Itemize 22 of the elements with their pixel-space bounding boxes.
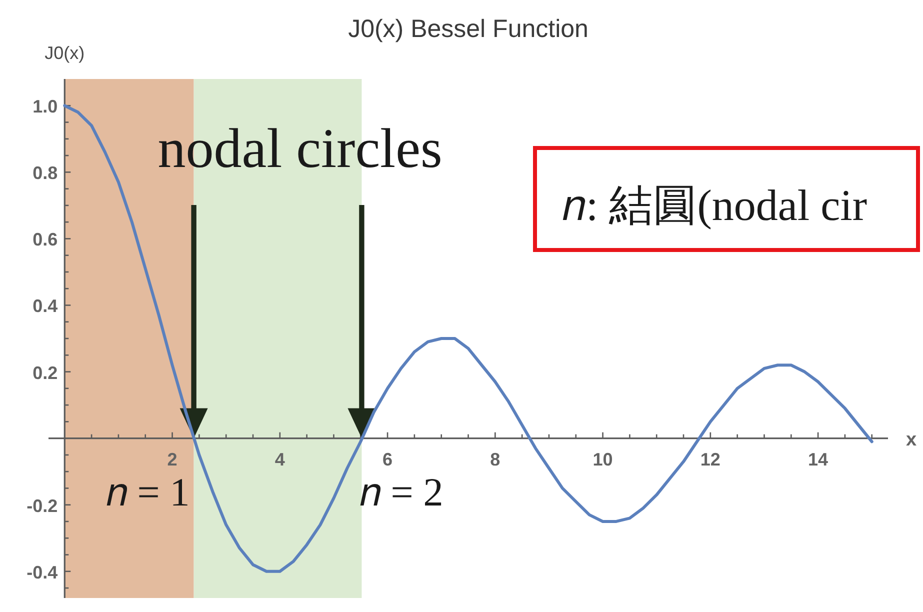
chart-title: J0(x) Bessel Function xyxy=(348,15,588,43)
line-series xyxy=(63,104,874,573)
y-tick-label: 0.4 xyxy=(32,296,58,316)
y-tick-label: 1.0 xyxy=(32,96,58,117)
x-tick-label: 2 xyxy=(167,449,178,470)
x-tick-label: 6 xyxy=(382,449,393,470)
x-axis-title: x xyxy=(906,429,917,450)
y-tick-label: -0.2 xyxy=(26,496,58,516)
y-tick-label: 0.2 xyxy=(32,362,58,383)
x-tick-label: 8 xyxy=(490,449,500,470)
x-tick-label: 14 xyxy=(808,449,828,470)
y-tick-label: 0.6 xyxy=(32,230,58,250)
y-axis-title: J0(x) xyxy=(44,43,85,63)
annotation: 𝑛: 結圓(nodal cir xyxy=(562,181,868,230)
x-tick-label: 4 xyxy=(274,449,285,470)
y-tick-label: -0.4 xyxy=(26,562,58,582)
annotation: 𝑛 = 2 xyxy=(360,469,444,514)
x-tick-label: 10 xyxy=(592,449,613,470)
x-tick-label: 12 xyxy=(700,449,720,470)
annotation: nodal circles xyxy=(158,118,442,180)
annotation: 𝑛 = 1 xyxy=(106,469,190,514)
y-tick-label: 0.8 xyxy=(32,163,58,184)
